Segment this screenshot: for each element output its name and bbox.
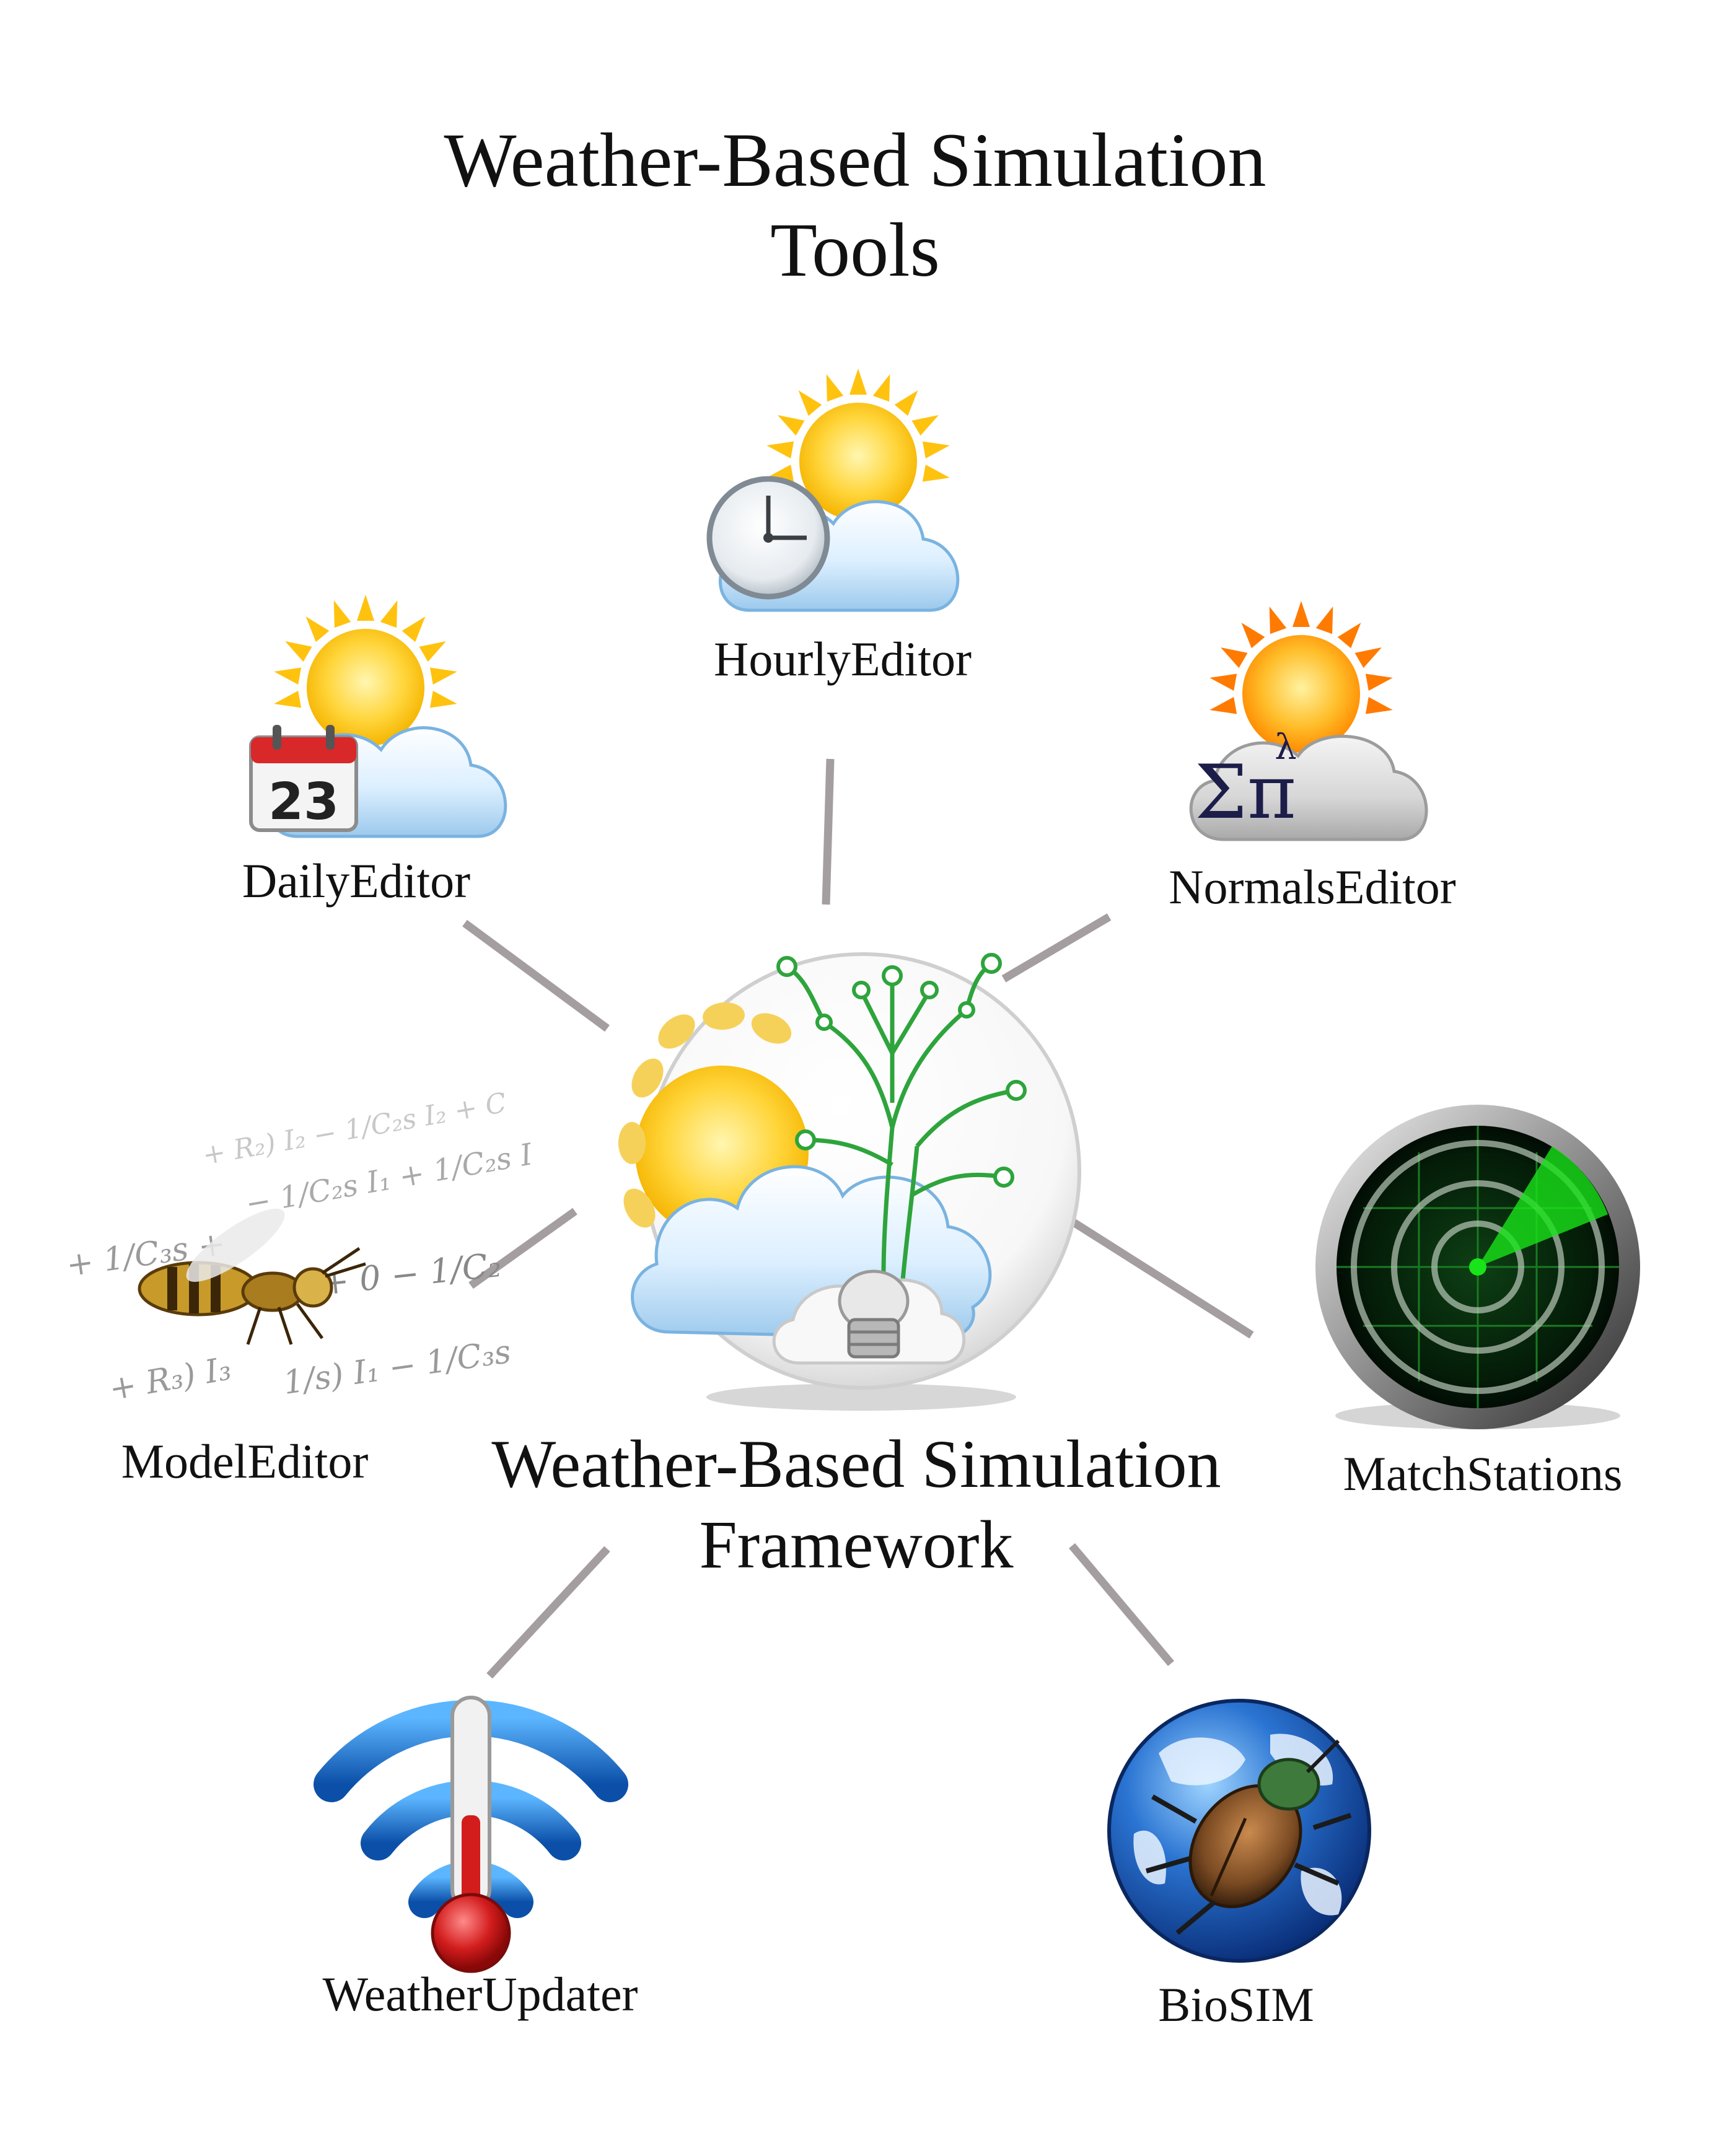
connector-biosim bbox=[1069, 1543, 1174, 1667]
beetle-icon bbox=[1145, 1739, 1352, 1935]
connector-match bbox=[1063, 1214, 1254, 1339]
normals-cloud-icon bbox=[1189, 734, 1428, 841]
globe-continents bbox=[1133, 1733, 1342, 1916]
thermometer-icon bbox=[431, 1696, 511, 1973]
daily-editor-tool[interactable]: 23 DailyEditor bbox=[242, 595, 507, 908]
circuit-nodes bbox=[776, 953, 1027, 1188]
biosim-tool[interactable]: BioSIM bbox=[1107, 1699, 1371, 2031]
equations-background: + R₂) I₂ − 1/C₂s I₂ + C − 1/C₂s I₁ + 1/C… bbox=[64, 1087, 535, 1408]
normals-editor-label[interactable]: NormalsEditor bbox=[1169, 860, 1456, 914]
lightbulb-icon bbox=[838, 1269, 910, 1359]
normals-sun-icon bbox=[1208, 601, 1395, 753]
sigma-pi-icon: Σπ bbox=[1195, 750, 1296, 836]
biosim-label[interactable]: BioSIM bbox=[1158, 1978, 1314, 2031]
hourly-editor-tool[interactable]: HourlyEditor bbox=[706, 369, 972, 686]
framework-shadow bbox=[706, 1383, 1016, 1411]
framework-icon bbox=[618, 952, 1081, 1411]
svg-text:+ 0 − 1/C₂: + 0 − 1/C₂ bbox=[319, 1245, 503, 1303]
connector-normals bbox=[1001, 913, 1112, 983]
normals-editor-tool[interactable]: Σπ λ NormalsEditor bbox=[1169, 601, 1456, 914]
framework-label-line2: Framework bbox=[699, 1507, 1013, 1582]
connectors bbox=[462, 758, 1254, 1679]
model-editor-label[interactable]: ModelEditor bbox=[121, 1434, 369, 1488]
svg-text:+ R₃) I₃: + R₃) I₃ bbox=[107, 1350, 234, 1408]
diagram-title-line1: Weather-Based Simulation bbox=[444, 118, 1266, 203]
calendar-icon: 23 bbox=[249, 725, 358, 832]
hourly-editor-label[interactable]: HourlyEditor bbox=[714, 632, 972, 686]
diagram-title-line2: Tools bbox=[770, 208, 940, 292]
radar-rings bbox=[1351, 1140, 1605, 1394]
daily-sun-icon bbox=[272, 595, 459, 747]
connector-hourly bbox=[822, 758, 835, 905]
match-stations-tool[interactable]: MatchStations bbox=[1315, 1105, 1640, 1501]
radar-grid bbox=[1337, 1126, 1619, 1408]
daily-editor-label[interactable]: DailyEditor bbox=[242, 854, 470, 908]
weather-updater-tool[interactable]: WeatherUpdater bbox=[314, 1696, 638, 2021]
connector-updater bbox=[486, 1546, 610, 1679]
clock-icon bbox=[706, 476, 830, 600]
wasp-icon bbox=[138, 1208, 366, 1345]
hourly-sun-icon bbox=[765, 369, 952, 520]
weather-updater-label[interactable]: WeatherUpdater bbox=[322, 1967, 638, 2021]
framework-label-line1: Weather-Based Simulation bbox=[491, 1426, 1221, 1502]
radar-sweep bbox=[1478, 1146, 1608, 1267]
connector-daily bbox=[462, 919, 610, 1032]
lambda-superscript: λ bbox=[1275, 727, 1297, 768]
connector-model bbox=[468, 1207, 577, 1289]
model-editor-tool[interactable]: + R₂) I₂ − 1/C₂s I₂ + C − 1/C₂s I₁ + 1/C… bbox=[64, 1087, 535, 1488]
calendar-day-number: 23 bbox=[268, 773, 339, 831]
match-stations-label[interactable]: MatchStations bbox=[1343, 1447, 1623, 1501]
svg-text:1/s) I₁ − 1/C₃s: 1/s) I₁ − 1/C₃s bbox=[281, 1333, 513, 1402]
